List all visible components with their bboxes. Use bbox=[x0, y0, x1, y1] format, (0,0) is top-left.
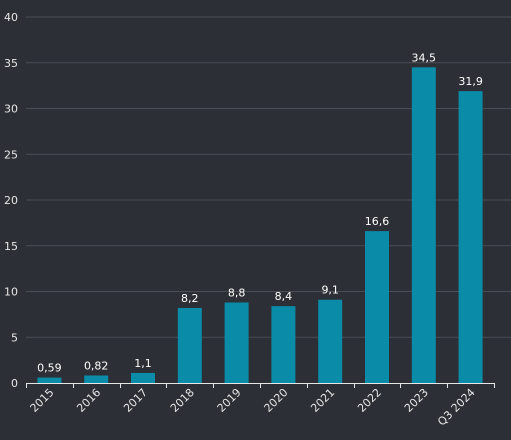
y-tick-label: 5 bbox=[11, 331, 18, 344]
x-tick-label: 2023 bbox=[402, 386, 431, 415]
y-tick-label: 25 bbox=[4, 148, 18, 161]
y-axis: 0 5 10 15 20 25 30 35 40 bbox=[4, 11, 18, 390]
bar bbox=[177, 307, 202, 383]
bar bbox=[318, 299, 343, 383]
bar bbox=[365, 231, 389, 383]
data-label: 34,5 bbox=[412, 51, 437, 64]
y-tick-label: 10 bbox=[4, 286, 18, 299]
bar bbox=[84, 375, 109, 383]
data-label: 0,59 bbox=[37, 362, 62, 375]
x-tick-label: 2020 bbox=[262, 386, 291, 415]
bar bbox=[37, 377, 62, 383]
x-tick-label: 2018 bbox=[168, 386, 197, 415]
data-label: 31,9 bbox=[458, 75, 483, 88]
x-tick-label: 2015 bbox=[28, 386, 57, 415]
data-label: 9,1 bbox=[321, 284, 339, 297]
grid-layer bbox=[26, 16, 511, 338]
y-tick-label: 35 bbox=[4, 57, 18, 70]
data-label: 8,2 bbox=[181, 292, 199, 305]
data-label: 8,8 bbox=[228, 286, 246, 299]
bar bbox=[271, 306, 296, 383]
bar-series bbox=[37, 67, 483, 384]
bar bbox=[224, 302, 249, 383]
x-tick-label: 2016 bbox=[74, 386, 103, 415]
data-labels: 0,59 0,82 1,1 8,2 8,8 8,4 9,1 16,6 34,5 31,9 bbox=[37, 51, 483, 374]
y-tick-label: 40 bbox=[4, 11, 18, 24]
y-tick-label: 30 bbox=[4, 103, 18, 116]
data-label: 16,6 bbox=[365, 215, 390, 228]
x-tick-label: 2019 bbox=[215, 386, 244, 415]
bar bbox=[411, 67, 436, 383]
y-tick-label: 0 bbox=[11, 377, 18, 390]
x-tick-label: 2022 bbox=[355, 386, 384, 415]
bar bbox=[458, 91, 483, 384]
data-label: 8,4 bbox=[275, 290, 293, 303]
x-tick-label: 2021 bbox=[308, 386, 337, 415]
data-label: 1,1 bbox=[134, 357, 152, 370]
data-label: 0,82 bbox=[84, 359, 109, 372]
x-axis: 2015 2016 2017 2018 2019 2020 2021 2022 2023 Q3 2… bbox=[26, 383, 495, 428]
bar bbox=[131, 372, 155, 383]
x-tick-label: Q3 2024 bbox=[435, 386, 478, 429]
y-tick-label: 15 bbox=[4, 240, 18, 253]
y-tick-label: 20 bbox=[4, 194, 18, 207]
x-tick-label: 2017 bbox=[121, 386, 150, 415]
